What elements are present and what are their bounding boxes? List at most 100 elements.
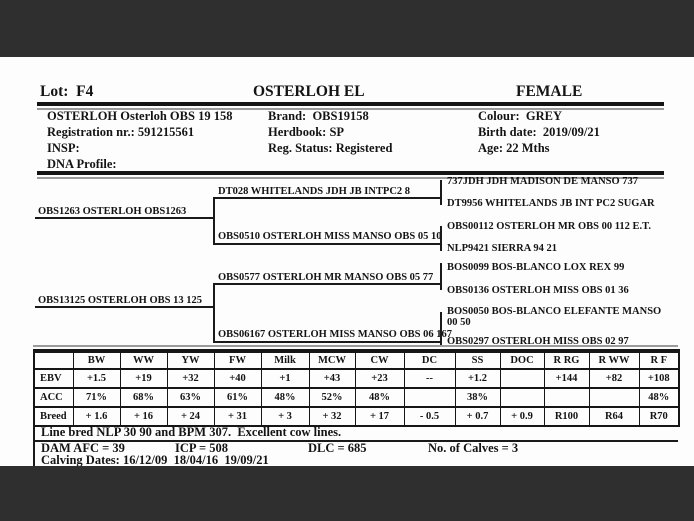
acc-value: 48% <box>354 387 405 408</box>
ebv-value: +1 <box>260 368 310 389</box>
info-divider-rule <box>37 171 664 179</box>
pedigree-ggp-1: 737JDH JDH MADISON DE MANSO 737 <box>447 176 639 187</box>
bottom-letterbox-bar <box>0 466 694 521</box>
acc-value <box>588 387 640 408</box>
breed-value: R70 <box>638 406 680 427</box>
pedigree-dam-dam: OBS06167 OSTERLOH MISS MANSO OBS 06 167 <box>218 329 452 340</box>
calves-count-stat: No. of Calves = 3 <box>428 441 519 455</box>
ebv-col-header: R RG <box>543 350 590 370</box>
lot-number: Lot: F4 <box>40 83 94 100</box>
acc-value <box>403 387 456 408</box>
ebv-value: +32 <box>166 368 215 389</box>
pedigree-bracket <box>213 197 215 245</box>
acc-value: 48% <box>638 387 680 408</box>
acc-value: 68% <box>119 387 168 408</box>
pedigree-sire-dam: OBS0510 OSTERLOH MISS MANSO OBS 05 10 <box>218 231 442 242</box>
ebv-value: -- <box>403 368 456 389</box>
pedigree-ggp-5: BOS0099 BOS-BLANCO LOX REX 99 <box>447 262 625 273</box>
acc-value <box>499 387 545 408</box>
dna-profile-label: DNA Profile: <box>47 157 117 171</box>
ebv-col-header: BW <box>72 350 121 370</box>
notes-left-border <box>33 425 35 466</box>
dlc-stat: DLC = 685 <box>308 441 367 455</box>
registration-number: Registration nr.: 591215561 <box>47 125 195 139</box>
breed-row: Breed + 1.6 + 16 + 24 + 31 + 3 + 32 + 17… <box>33 406 680 427</box>
pedigree-line <box>35 306 214 308</box>
ebv-value: +23 <box>354 368 405 389</box>
sex-label: FEMALE <box>516 83 583 100</box>
ebv-col-header: SS <box>454 350 501 370</box>
pedigree-sire: OBS1263 OSTERLOH OBS1263 <box>38 206 187 217</box>
pedigree-bracket <box>440 263 442 290</box>
insp-label: INSP: <box>47 141 80 155</box>
acc-value <box>543 387 590 408</box>
table-top-gray-rule <box>33 345 678 347</box>
pedigree-bracket <box>440 180 442 205</box>
pedigree-dam-sire: OBS0577 OSTERLOH MR MANSO OBS 05 77 <box>218 272 434 283</box>
breed-value: + 17 <box>354 406 405 427</box>
breed-value: + 3 <box>260 406 310 427</box>
line-bred-note: Line bred NLP 30 90 and BPM 307. Excelle… <box>41 425 342 439</box>
ebv-value: +144 <box>543 368 590 389</box>
ebv-col-header: FW <box>213 350 262 370</box>
ebv-col-header <box>33 350 74 370</box>
dam-afc-stat: DAM AFC = 39 <box>41 441 125 455</box>
pedigree-bracket <box>440 226 442 251</box>
ebv-table: BW WW YW FW Milk MCW CW DC SS DOC R RG R… <box>33 349 680 427</box>
pedigree-sire-sire: DT028 WHITELANDS JDH JB INTPC2 8 <box>218 186 411 197</box>
ebv-row: EBV +1.5 +19 +32 +40 +1 +43 +23 -- +1.2 … <box>33 368 680 389</box>
pedigree-line <box>213 197 442 199</box>
acc-value: 38% <box>454 387 501 408</box>
brand-value: Brand: OBS19158 <box>268 109 369 123</box>
herdbook-value: Herdbook: SP <box>268 125 345 139</box>
ebv-value: +1.5 <box>72 368 121 389</box>
pedigree-bracket <box>213 283 215 343</box>
pedigree-line <box>213 243 442 245</box>
pedigree-line <box>35 217 214 219</box>
breed-value: + 0.7 <box>454 406 501 427</box>
ebv-row-label: Breed <box>33 406 74 427</box>
pedigree-ggp-7: BOS0050 BOS-BLANCO ELEFANTE MANSO 00 50 <box>447 306 662 329</box>
acc-value: 61% <box>213 387 262 408</box>
ebv-value: +43 <box>308 368 356 389</box>
ebv-value: +19 <box>119 368 168 389</box>
ebv-value: +1.2 <box>454 368 501 389</box>
acc-value: 63% <box>166 387 215 408</box>
pedigree-ggp-6: OBS0136 OSTERLOH MISS OBS 01 36 <box>447 285 629 296</box>
ebv-header-row: BW WW YW FW Milk MCW CW DC SS DOC R RG R… <box>33 350 680 370</box>
ebv-col-header: YW <box>166 350 215 370</box>
pedigree-line <box>213 341 442 343</box>
age-value: Age: 22 Mths <box>478 141 550 155</box>
pedigree-dam: OBS13125 OSTERLOH OBS 13 125 <box>38 295 202 306</box>
acc-row: ACC 71% 68% 63% 61% 48% 52% 48% 38% 48% <box>33 387 680 408</box>
animal-name: OSTERLOH Osterloh OBS 19 158 <box>47 109 233 123</box>
ebv-row-label: ACC <box>33 387 74 408</box>
breed-value: R100 <box>543 406 590 427</box>
acc-value: 52% <box>308 387 356 408</box>
icp-stat: ICP = 508 <box>175 441 228 455</box>
pedigree-line <box>213 283 442 285</box>
breed-value: + 24 <box>166 406 215 427</box>
ebv-value <box>499 368 545 389</box>
ebv-value: +40 <box>213 368 262 389</box>
ebv-value: +108 <box>638 368 680 389</box>
colour-value: Colour: GREY <box>478 109 563 123</box>
breed-value: R64 <box>588 406 640 427</box>
breed-value: + 31 <box>213 406 262 427</box>
breed-value: + 32 <box>308 406 356 427</box>
ebv-col-header: DOC <box>499 350 545 370</box>
pedigree-ggp-4: NLP9421 SIERRA 94 21 <box>447 243 557 254</box>
pedigree-ggp-8: OBS0297 OSTERLOH MISS OBS 02 97 <box>447 336 629 347</box>
animal-title: OSTERLOH EL <box>253 83 365 100</box>
top-letterbox-bar <box>0 0 694 57</box>
breed-value: + 1.6 <box>72 406 121 427</box>
ebv-row-label: EBV <box>33 368 74 389</box>
calving-dates: Calving Dates: 16/12/09 18/04/16 19/09/2… <box>41 453 269 467</box>
ebv-col-header: DC <box>403 350 456 370</box>
reg-status-value: Reg. Status: Registered <box>268 141 393 155</box>
ebv-value: +82 <box>588 368 640 389</box>
breed-value: - 0.5 <box>403 406 456 427</box>
acc-value: 71% <box>72 387 121 408</box>
ebv-col-header: WW <box>119 350 168 370</box>
